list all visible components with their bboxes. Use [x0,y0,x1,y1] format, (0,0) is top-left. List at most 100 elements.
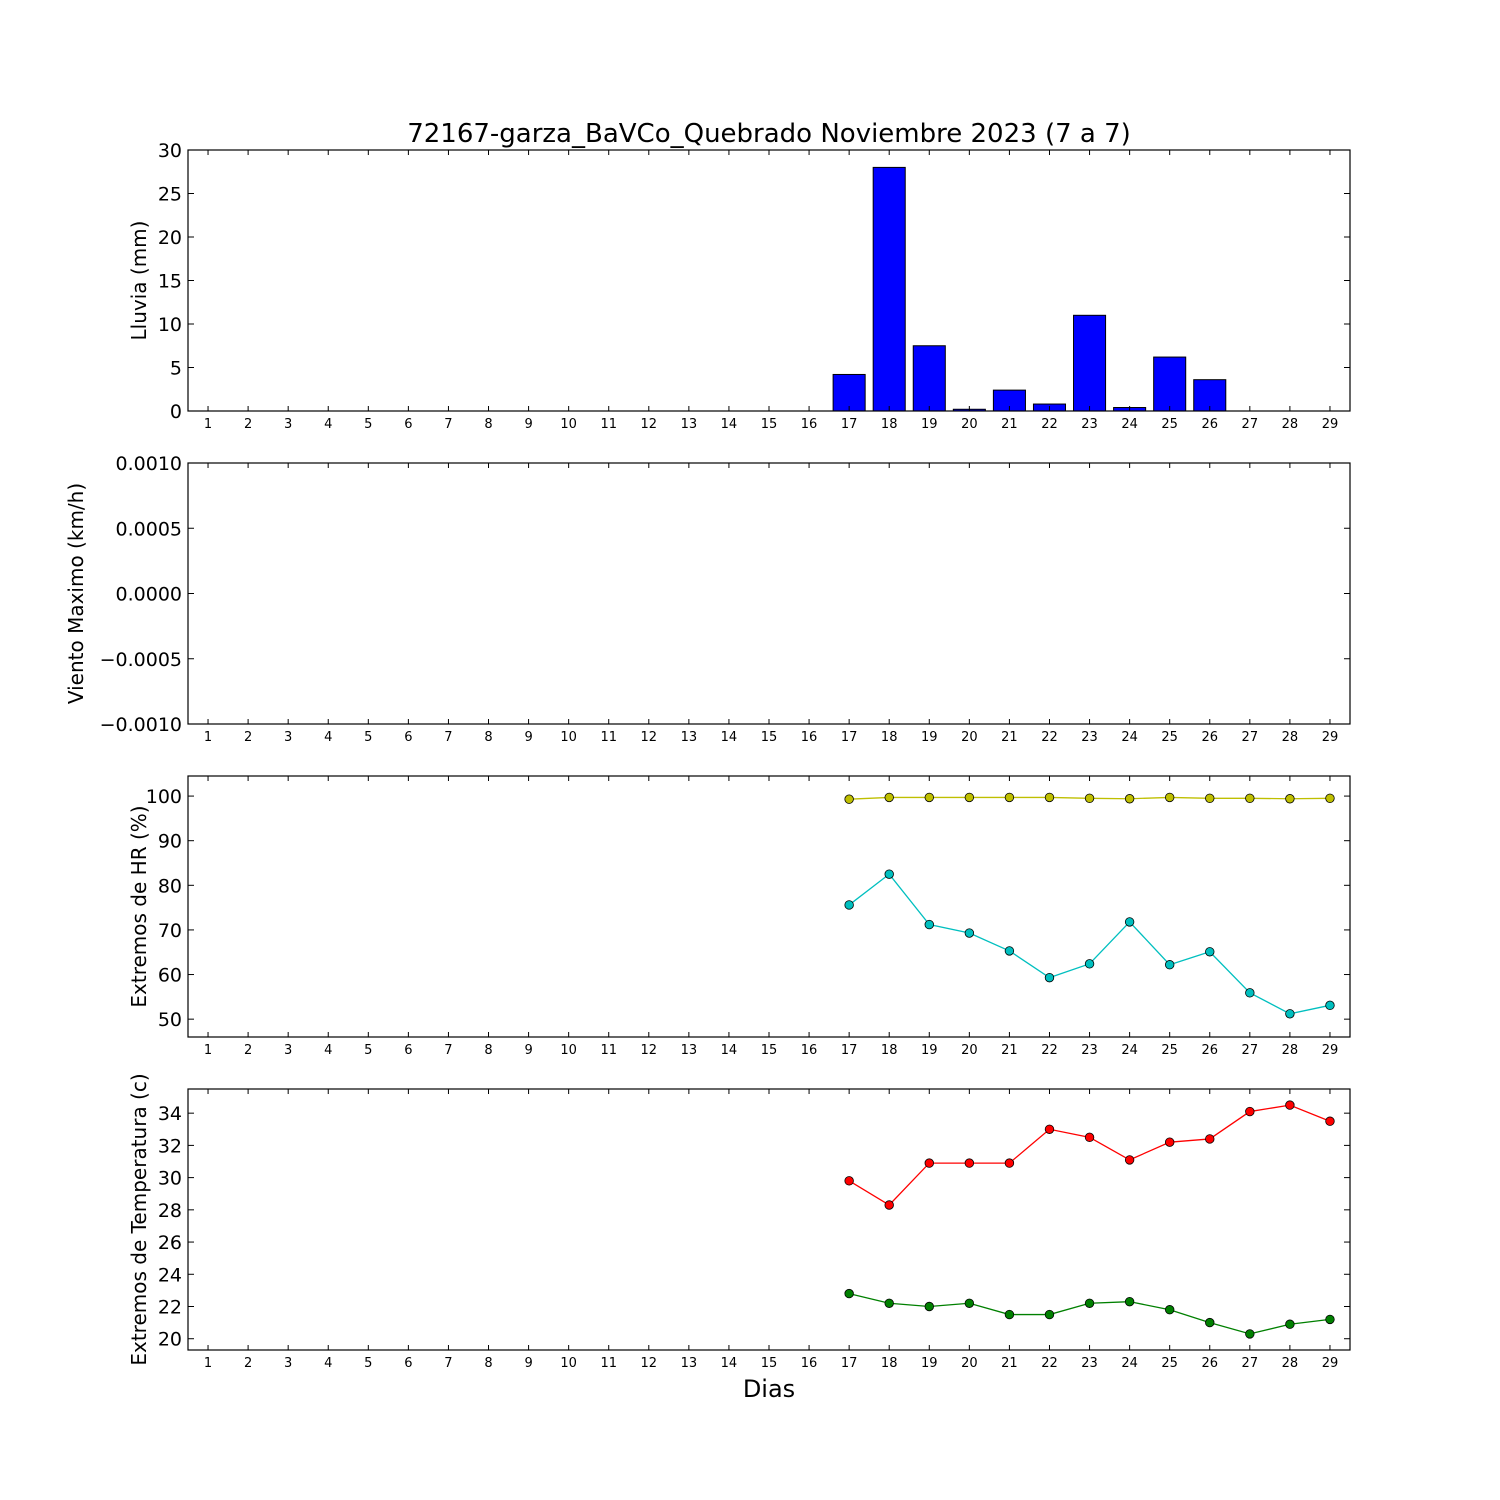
y-tick-label: 10 [158,314,182,336]
data-point [924,919,934,930]
x-tick-label: 23 [1081,1356,1098,1371]
x-tick-label: 19 [921,730,938,745]
x-tick-label: 9 [524,1356,532,1371]
x-tick-label: 14 [721,1043,738,1058]
x-tick-label: 18 [881,730,898,745]
x-tick-label: 9 [524,1043,532,1058]
x-tick-label: 5 [364,1356,372,1371]
x-tick-label: 25 [1161,1356,1178,1371]
data-point [1004,792,1015,803]
y-tick-label: 15 [158,271,182,293]
x-tick-label: 29 [1322,1043,1339,1058]
data-point [1205,1317,1215,1328]
data-point [964,928,975,938]
x-tick-label: 27 [1242,417,1259,432]
y-axis-label: Extremos de HR (%) [127,805,151,1007]
x-tick-label: 20 [961,730,978,745]
bar [832,373,866,412]
x-tick-label: 14 [721,1356,738,1371]
y-tick-label: 34 [158,1103,182,1125]
data-point [964,1298,975,1308]
x-tick-label: 15 [761,417,778,432]
x-tick-label: 29 [1322,1356,1339,1371]
y-tick-label: 20 [158,227,182,249]
x-tick-label: 13 [681,1356,698,1371]
x-tick-label: 8 [484,730,492,745]
data-point [1285,1319,1295,1329]
data-point [1245,988,1255,998]
data-point [844,794,854,804]
x-tick-label: 3 [284,730,292,745]
data-point [1124,1296,1135,1307]
chart-title: 72167-garza_BaVCo_Quebrado Noviembre 202… [407,119,1131,149]
x-tick-label: 23 [1081,417,1098,432]
x-tick-label: 28 [1282,1043,1299,1058]
x-tick-label: 18 [881,417,898,432]
x-tick-label: 8 [484,1356,492,1371]
y-tick-label: 100 [146,786,182,808]
x-tick-label: 16 [801,417,818,432]
x-tick-label: 6 [404,730,412,745]
x-tick-label: 24 [1121,417,1138,432]
x-tick-label: 11 [600,1043,617,1058]
x-tick-label: 8 [484,417,492,432]
x-tick-label: 22 [1041,417,1058,432]
data-point [924,1301,934,1312]
data-point [1285,1100,1295,1110]
y-tick-label: 24 [158,1264,182,1286]
data-point [1004,1309,1015,1320]
data-point [1084,959,1095,969]
data-point [1084,1132,1095,1143]
x-tick-label: 13 [681,730,698,745]
x-tick-label: 19 [921,417,938,432]
x-tick-label: 5 [364,730,372,745]
data-point [1124,794,1135,804]
data-point [1124,1155,1135,1165]
y-axis-label: Viento Maximo (km/h) [64,483,88,704]
x-tick-label: 15 [761,1043,778,1058]
data-point [1285,1009,1295,1019]
y-tick-label: 28 [158,1200,182,1222]
x-tick-label: 20 [961,1356,978,1371]
x-tick-label: 1 [204,1043,212,1058]
x-tick-label: 27 [1242,730,1259,745]
x-tick-label: 1 [204,1356,212,1371]
y-tick-label: 0.0000 [116,584,182,606]
data-point [844,1176,854,1186]
data-point [1245,793,1255,804]
bar [872,166,906,412]
x-axis-label: Dias [743,1375,795,1403]
data-point [1325,1116,1335,1126]
x-tick-label: 8 [484,1043,492,1058]
data-point [1164,792,1175,803]
x-tick-label: 7 [444,417,452,432]
data-point [1084,793,1095,804]
data-point [1084,1298,1095,1308]
x-tick-label: 25 [1161,1043,1178,1058]
x-tick-label: 25 [1161,417,1178,432]
data-point [964,792,975,803]
data-point [1205,793,1215,804]
x-tick-label: 22 [1041,1356,1058,1371]
x-tick-label: 3 [284,1356,292,1371]
x-tick-label: 2 [244,417,252,432]
series-line [848,873,1331,1015]
data-point [884,869,894,879]
y-tick-label: 32 [158,1135,182,1157]
x-tick-label: 28 [1282,1356,1299,1371]
data-point [1325,1314,1335,1325]
x-tick-label: 1 [204,730,212,745]
x-tick-label: 22 [1041,730,1058,745]
data-point [1004,946,1015,956]
data-point [884,1200,894,1210]
x-tick-label: 12 [641,730,658,745]
y-axis-label: Extremos de Temperatura (c) [127,1073,151,1365]
data-point [1044,972,1055,983]
x-tick-label: 2 [244,730,252,745]
bar [1193,379,1227,412]
x-tick-label: 7 [444,730,452,745]
x-tick-label: 29 [1322,417,1339,432]
